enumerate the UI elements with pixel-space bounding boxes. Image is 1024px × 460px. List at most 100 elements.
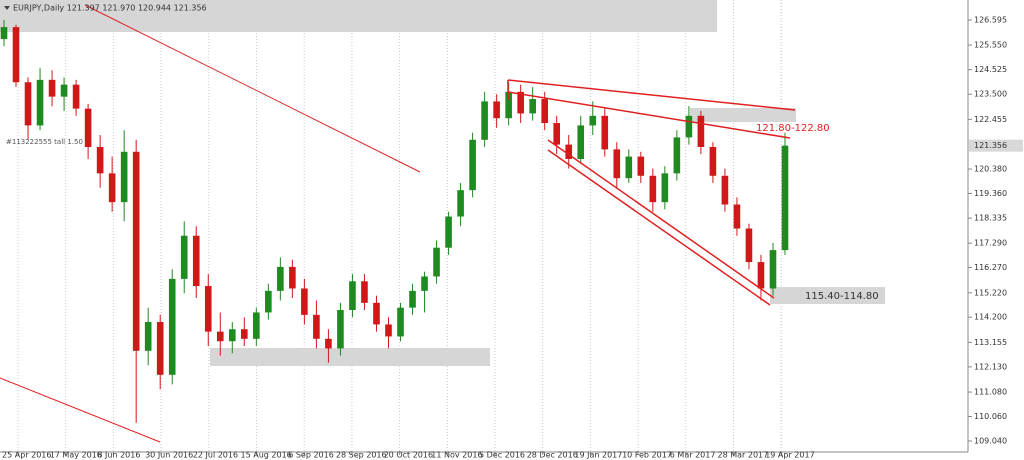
candle-body (265, 290, 272, 313)
x-tick-label: 28 Mar 2017 (718, 451, 769, 460)
y-tick-label: 116.270 (974, 263, 1007, 272)
candle-body (589, 115, 597, 126)
y-tick-label: 124.525 (974, 65, 1007, 74)
x-tick-label: 6 Mar 2017 (670, 451, 716, 460)
candle-body (517, 91, 524, 114)
candle-body (48, 79, 56, 97)
candle-body (637, 156, 645, 176)
candle-body (421, 276, 428, 291)
candle-body (433, 247, 440, 277)
last-price-label: 121.356 (974, 141, 1007, 150)
menu-arrow[interactable] (4, 6, 10, 10)
candle-body (661, 173, 669, 203)
candle-body (409, 290, 416, 308)
x-tick-label: 19 Apr 2017 (765, 451, 814, 460)
candle-body (228, 329, 236, 342)
y-tick-label: 118.335 (974, 214, 1007, 223)
candle-body (565, 144, 573, 159)
y-tick-label: 113.155 (974, 338, 1007, 347)
candle-body (325, 338, 332, 349)
candle-body (733, 204, 741, 229)
candle-body (84, 108, 92, 147)
candle-body (769, 250, 777, 289)
candle-body (781, 145, 789, 251)
candle-body (313, 314, 320, 339)
candle-body (385, 324, 392, 337)
candle-body (216, 331, 224, 342)
trend-line (547, 139, 775, 299)
candle-body (469, 139, 476, 191)
candle-body (96, 146, 104, 174)
candle-body (120, 151, 128, 203)
axis-labels: 126.595 125.550 124.525 123.500 122.455 120.3… (2, 16, 1023, 460)
candle-body (673, 137, 681, 174)
x-tick-label: 19 Jan 2017 (574, 451, 622, 460)
candle-body (373, 302, 380, 325)
y-tick-label: 125.550 (974, 41, 1007, 50)
candle-body (241, 329, 248, 339)
candle-body (697, 115, 705, 147)
candle-body (613, 149, 621, 179)
zone (770, 287, 885, 304)
y-tick-label: 109.040 (974, 436, 1007, 445)
x-tick-label: 20 Oct 2016 (384, 451, 433, 460)
zone (690, 108, 796, 122)
annotation: 115.40-114.80 (805, 291, 879, 302)
x-tick-label: 28 Dec 2016 (527, 451, 578, 460)
candle-body (12, 27, 20, 83)
x-tick-label: 8 Jun 2016 (97, 451, 140, 460)
chart-title: EURJPY,Daily 121.397 121.970 120.944 121… (13, 4, 207, 13)
trend-line (0, 377, 161, 443)
candle-body (445, 216, 452, 248)
y-tick-label: 119.360 (974, 189, 1007, 198)
y-tick-label: 122.455 (974, 115, 1007, 124)
candle-body (72, 84, 80, 109)
y-tick-label: 110.060 (974, 412, 1007, 421)
candle-body (709, 146, 717, 176)
candle-body (577, 125, 585, 159)
candle-body (361, 281, 368, 303)
x-tick-label: 25 Apr 2016 (2, 451, 51, 460)
trend-line (547, 149, 771, 306)
y-tick-label: 117.290 (974, 239, 1007, 248)
candle-body (156, 322, 164, 375)
candle-body (493, 101, 500, 119)
candle-body (721, 175, 729, 205)
y-tick-label: 114.200 (974, 313, 1007, 322)
candle-body (685, 115, 693, 138)
candle-body (745, 228, 753, 263)
trend-line (507, 91, 791, 139)
y-tick-label: 112.130 (974, 362, 1007, 371)
candle-body (253, 312, 260, 339)
x-tick-label: 15 Aug 2016 (241, 451, 292, 460)
x-tick-label: 17 May 2016 (50, 451, 102, 460)
candle-body (397, 307, 404, 337)
candle-body (757, 262, 765, 289)
candle-body (601, 115, 609, 150)
candles (0, 19, 789, 423)
trend-lines (0, 4, 796, 443)
candle-body (481, 101, 488, 140)
candle-body (204, 286, 212, 332)
candle-body (553, 123, 561, 145)
x-tick-label: 10 Feb 2017 (622, 451, 672, 460)
candle-body (277, 266, 284, 291)
candle-body (36, 79, 44, 126)
candle-body (289, 266, 296, 289)
candle-body (457, 190, 464, 217)
grid (17, 0, 782, 452)
x-tick-label: 11 Nov 2016 (431, 451, 482, 460)
x-tick-label: 22 Jul 2016 (193, 451, 238, 460)
x-tick-label: 30 Jun 2016 (145, 451, 193, 460)
candle-body (301, 288, 308, 315)
candle-body (132, 151, 140, 351)
candle-body (529, 99, 536, 114)
candle-body (60, 84, 68, 97)
last-price-box (969, 139, 1023, 152)
x-tick-label: 6 Sep 2016 (288, 451, 334, 460)
candle-body (24, 82, 32, 126)
candle-body (180, 235, 188, 279)
zone (210, 348, 490, 366)
